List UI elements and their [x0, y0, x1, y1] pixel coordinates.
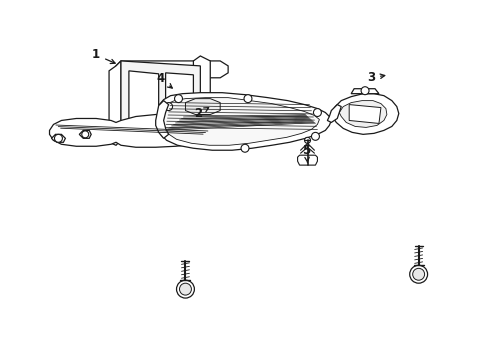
Polygon shape — [129, 71, 158, 123]
Circle shape — [176, 280, 194, 298]
Polygon shape — [157, 93, 331, 150]
Circle shape — [313, 109, 321, 117]
Polygon shape — [326, 105, 341, 122]
Circle shape — [81, 131, 88, 138]
Polygon shape — [185, 99, 220, 114]
Circle shape — [54, 134, 62, 142]
Polygon shape — [49, 114, 220, 147]
Text: 5: 5 — [302, 144, 310, 162]
Circle shape — [311, 132, 319, 140]
Circle shape — [244, 95, 251, 103]
Circle shape — [360, 87, 368, 95]
Polygon shape — [155, 100, 168, 138]
Polygon shape — [79, 130, 91, 138]
Circle shape — [174, 95, 182, 103]
Polygon shape — [109, 61, 121, 145]
Polygon shape — [165, 73, 193, 121]
Circle shape — [412, 268, 424, 280]
Text: 3: 3 — [366, 71, 384, 84]
Polygon shape — [163, 98, 319, 145]
Circle shape — [179, 283, 191, 295]
Polygon shape — [339, 100, 386, 127]
Circle shape — [409, 265, 427, 283]
Text: 1: 1 — [92, 49, 115, 63]
Circle shape — [304, 137, 310, 143]
Polygon shape — [51, 134, 65, 142]
Circle shape — [241, 144, 248, 152]
Polygon shape — [350, 89, 378, 94]
Polygon shape — [121, 61, 200, 145]
Text: 4: 4 — [156, 72, 172, 88]
Polygon shape — [297, 155, 317, 165]
Polygon shape — [193, 56, 210, 145]
Polygon shape — [331, 94, 398, 134]
Text: 2: 2 — [194, 107, 208, 120]
Polygon shape — [348, 105, 380, 123]
Circle shape — [164, 103, 172, 111]
Polygon shape — [129, 126, 158, 138]
Polygon shape — [116, 61, 228, 78]
